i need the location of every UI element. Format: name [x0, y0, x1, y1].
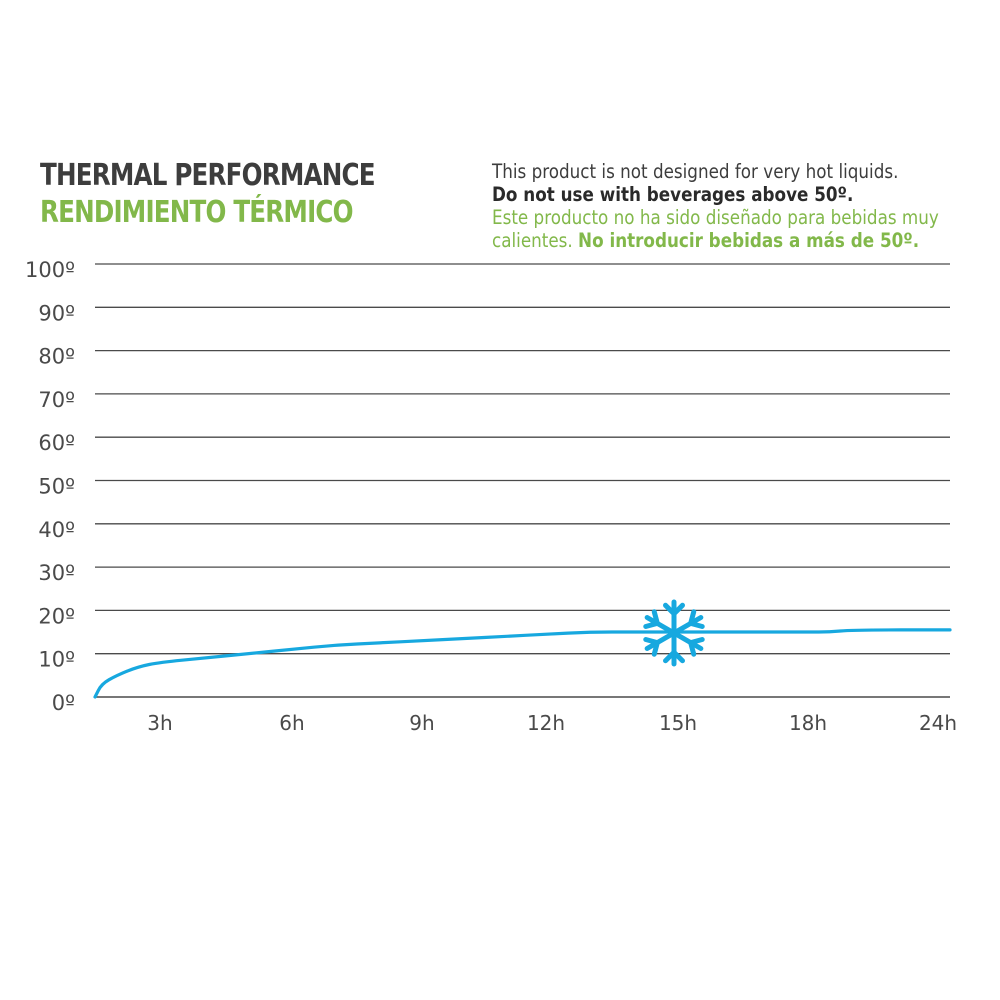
x-tick-label: 3h	[147, 711, 172, 735]
note-line-2: Do not use with beverages above 50º.	[492, 183, 854, 206]
snowflake-icon	[643, 599, 705, 667]
series-line	[93, 628, 952, 699]
chart-title-es: RENDIMIENTO TÉRMICO	[40, 195, 354, 230]
note-line-4-normal: calientes.	[492, 229, 579, 252]
y-tick-label: 50º	[38, 475, 75, 499]
x-tick-label: 24h	[919, 711, 957, 735]
series-layer	[93, 628, 952, 699]
y-tick-label: 40º	[38, 518, 75, 542]
y-tick-label: 70º	[38, 388, 75, 412]
note-line-4: calientes. No introducir bebidas a más d…	[492, 229, 956, 252]
x-tick-label: 12h	[527, 711, 565, 735]
chart-title-en: THERMAL PERFORMANCE	[40, 158, 376, 193]
y-tick-label: 20º	[38, 604, 75, 628]
y-tick-label: 10º	[38, 648, 75, 672]
warning-note: This product is not designed for very ho…	[492, 160, 956, 252]
note-line-4-bold: No introducir bebidas a más de 50º.	[578, 229, 920, 252]
x-tick-label: 9h	[409, 711, 434, 735]
x-tick-label: 6h	[279, 711, 304, 735]
y-tick-label: 90º	[38, 301, 75, 325]
grid-layer	[95, 263, 950, 698]
x-tick-label: 15h	[659, 711, 697, 735]
note-line-3: Este producto no ha sido diseñado para b…	[492, 206, 939, 229]
x-tick-label: 18h	[789, 711, 827, 735]
y-tick-label: 100º	[25, 258, 75, 282]
y-axis-ticks: 0º 10º 20º 30º 40º 50º 60º 70º 80º 90º 100º	[25, 258, 75, 715]
y-tick-label: 60º	[38, 431, 75, 455]
y-tick-label: 0º	[52, 691, 75, 715]
y-tick-label: 80º	[38, 345, 75, 369]
x-axis-ticks: 3h 6h 9h 12h 15h 18h 24h	[147, 711, 957, 735]
note-line-1: This product is not designed for very ho…	[492, 160, 899, 183]
y-tick-label: 30º	[38, 561, 75, 585]
